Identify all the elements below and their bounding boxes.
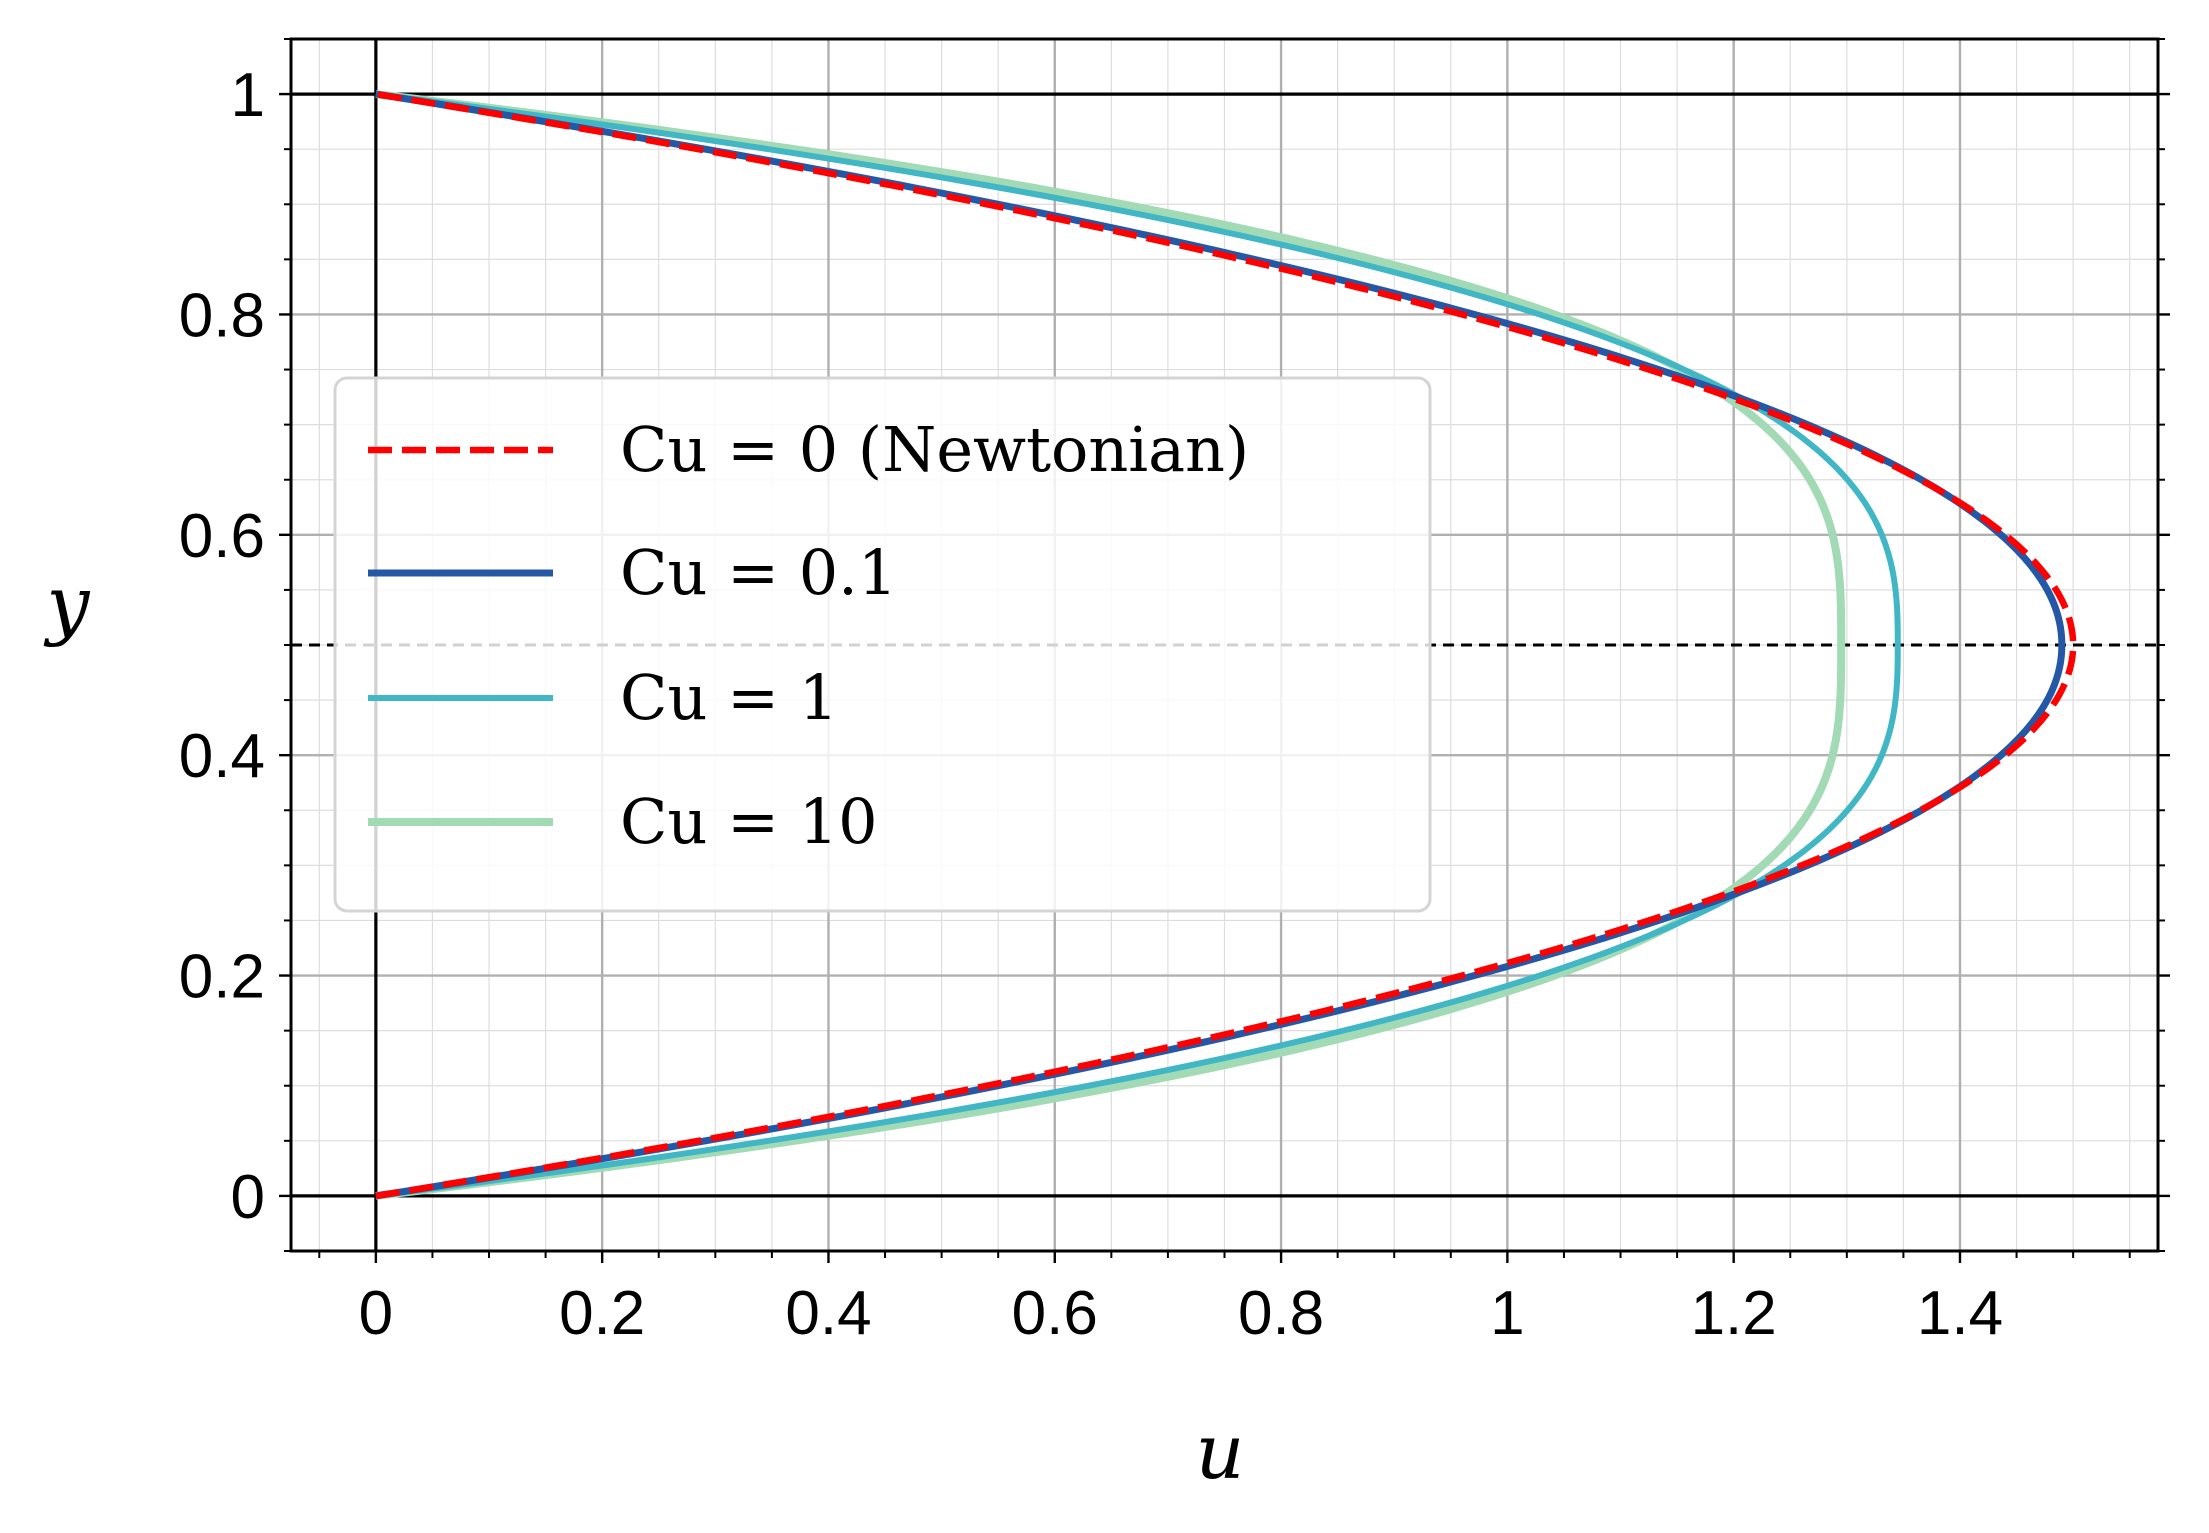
x-tick-label: 0.8	[1238, 1279, 1324, 1348]
series-line-cu-10	[375, 90, 1846, 1200]
y-tick-label: 0	[231, 1163, 265, 1232]
tick-labels: 0 0.2 0.4 0.6 0.8 1 1.2 1.4 0 0.2 0.4 0.6 0.8 1	[179, 61, 2003, 1348]
x-tick-label: 1.2	[1691, 1279, 1777, 1348]
y-tick-label: 0.4	[179, 722, 265, 791]
ticks	[279, 38, 2170, 1263]
legend-label: Cu = 0.1	[620, 536, 897, 609]
y-tick-label: 0.6	[179, 502, 265, 571]
legend-box	[333, 376, 1432, 913]
series-line-cu-1	[375, 91, 1901, 1199]
y-tick-label: 0.8	[179, 281, 265, 350]
y-tick-label: 1	[231, 61, 265, 130]
legend: Cu = 0 (Newtonian) Cu = 0.1 Cu = 1 Cu = 10	[333, 376, 1432, 913]
series-line-newtonian	[375, 90, 2077, 1200]
x-tick-label: 1	[1490, 1279, 1524, 1348]
legend-label: Cu = 10	[620, 785, 878, 858]
series-group	[375, 90, 2077, 1200]
legend-label: Cu = 0 (Newtonian)	[620, 413, 1249, 486]
y-axis-label: y	[44, 559, 91, 648]
legend-label: Cu = 1	[620, 661, 838, 734]
x-tick-label: 0	[359, 1279, 393, 1348]
x-tick-label: 0.2	[559, 1279, 645, 1348]
x-axis-label: u	[1196, 1407, 1245, 1496]
x-tick-label: 0.6	[1012, 1279, 1098, 1348]
y-tick-label: 0.2	[179, 943, 265, 1012]
x-tick-label: 0.4	[785, 1279, 871, 1348]
x-tick-label: 1.4	[1917, 1279, 2003, 1348]
